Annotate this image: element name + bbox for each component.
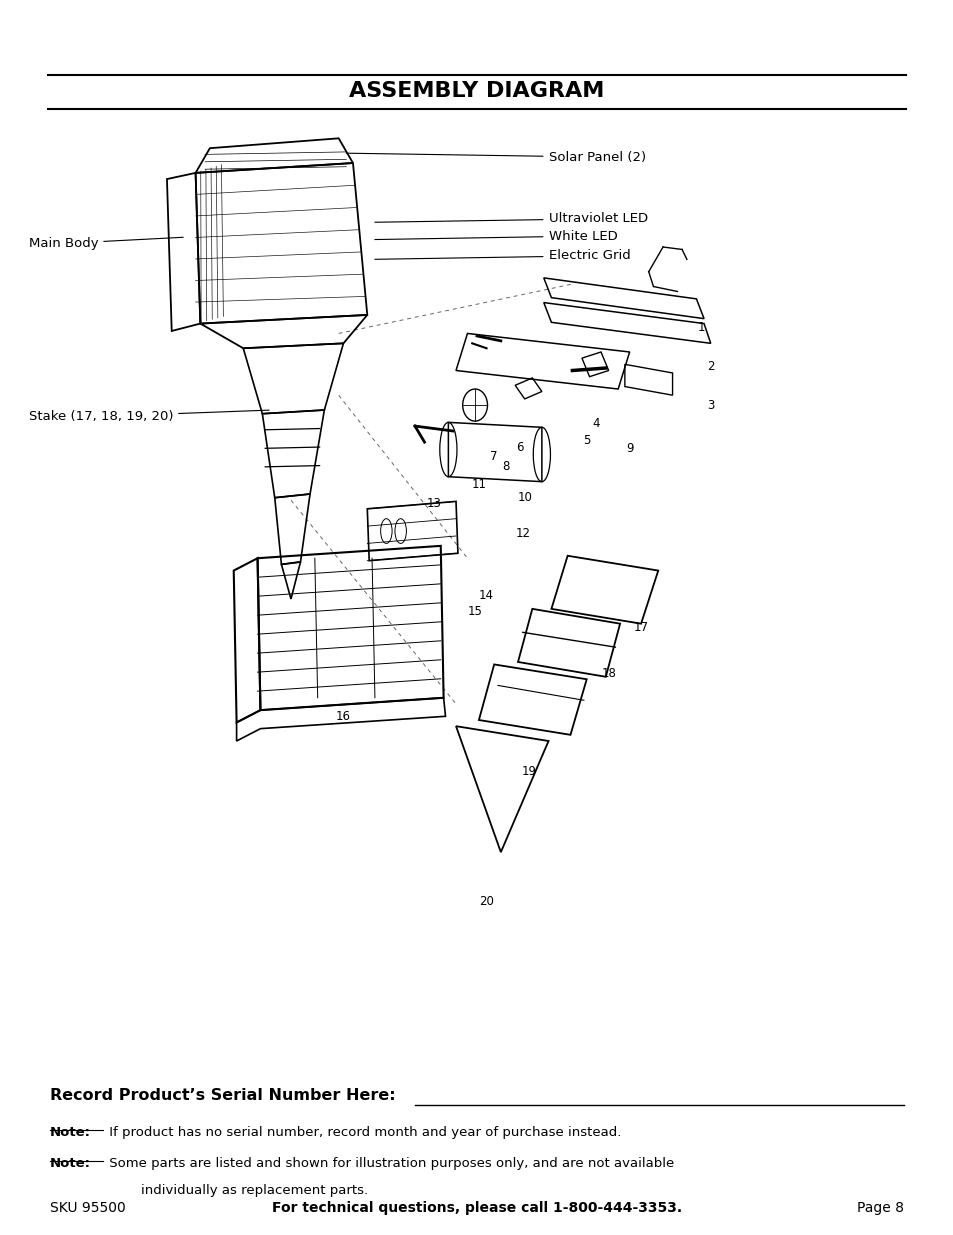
Text: Ultraviolet LED: Ultraviolet LED (375, 212, 647, 225)
Text: 3: 3 (706, 399, 714, 411)
Text: White LED: White LED (375, 230, 617, 242)
Text: 4: 4 (592, 417, 599, 430)
Text: 2: 2 (706, 361, 714, 373)
Text: 13: 13 (426, 498, 441, 510)
Text: 18: 18 (600, 667, 616, 679)
Text: Note:: Note: (50, 1126, 91, 1140)
Text: 5: 5 (582, 435, 590, 447)
Text: 14: 14 (478, 589, 494, 601)
Text: 20: 20 (478, 895, 494, 908)
Text: 6: 6 (516, 441, 523, 453)
Text: 12: 12 (515, 527, 530, 540)
Text: 1: 1 (697, 321, 704, 333)
Text: 8: 8 (501, 461, 509, 473)
Text: 11: 11 (471, 478, 486, 490)
Text: For technical questions, please call 1-800-444-3353.: For technical questions, please call 1-8… (272, 1200, 681, 1215)
Text: 7: 7 (490, 451, 497, 463)
Text: Record Product’s Serial Number Here:: Record Product’s Serial Number Here: (50, 1088, 395, 1103)
Text: SKU 95500: SKU 95500 (50, 1200, 125, 1215)
Text: Stake (17, 18, 19, 20): Stake (17, 18, 19, 20) (29, 410, 269, 422)
Text: Electric Grid: Electric Grid (375, 249, 630, 262)
Text: Note:: Note: (50, 1157, 91, 1171)
Text: ASSEMBLY DIAGRAM: ASSEMBLY DIAGRAM (349, 82, 604, 101)
Text: 9: 9 (625, 442, 633, 454)
Text: Main Body: Main Body (29, 237, 183, 249)
Text: 19: 19 (521, 766, 537, 778)
Text: 15: 15 (467, 605, 482, 618)
Text: If product has no serial number, record month and year of purchase instead.: If product has no serial number, record … (105, 1126, 620, 1140)
Text: Solar Panel (2): Solar Panel (2) (346, 151, 645, 163)
Text: 10: 10 (517, 492, 532, 504)
Text: 17: 17 (633, 621, 648, 634)
Text: individually as replacement parts.: individually as replacement parts. (141, 1184, 368, 1198)
Text: Page 8: Page 8 (857, 1200, 903, 1215)
Text: Some parts are listed and shown for illustration purposes only, and are not avai: Some parts are listed and shown for illu… (105, 1157, 674, 1171)
Text: 16: 16 (335, 710, 351, 722)
